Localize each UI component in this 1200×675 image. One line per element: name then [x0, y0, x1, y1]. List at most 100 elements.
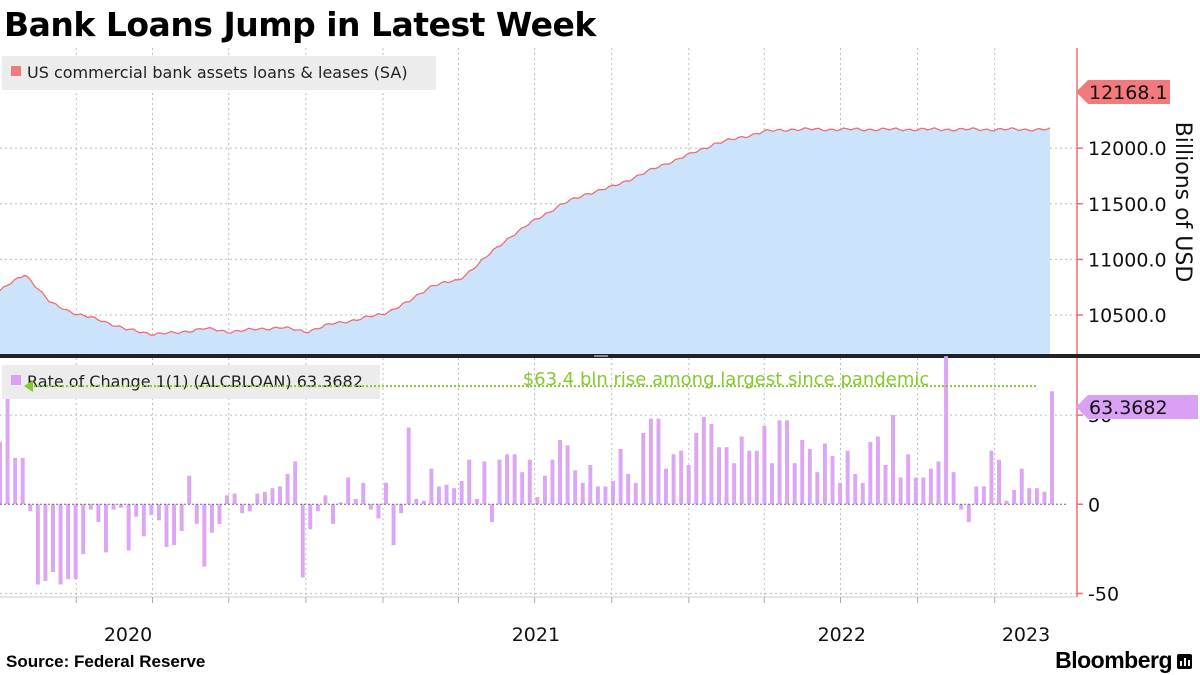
rate-bar — [346, 477, 351, 505]
rate-bar — [13, 457, 18, 505]
rate-bar — [437, 486, 441, 505]
rate-bar — [875, 436, 880, 505]
bottom-tick-label: 0 — [1088, 494, 1100, 516]
rate-bar — [399, 504, 404, 514]
top-legend-box — [2, 56, 436, 90]
rate-bar — [709, 423, 714, 505]
x-year-label: 2021 — [512, 624, 560, 646]
rate-bar — [845, 450, 850, 505]
rate-bar — [694, 432, 699, 505]
rate-bar — [966, 504, 971, 523]
rate-bar — [997, 459, 1001, 505]
rate-bar — [58, 504, 63, 585]
rate-bar — [28, 504, 33, 512]
rate-bar — [376, 504, 381, 519]
annotation-text: $63.4 bln rise among largest since pande… — [523, 369, 930, 390]
annotation: $63.4 bln rise among largest since pande… — [24, 369, 1037, 393]
rate-bar — [1034, 488, 1039, 505]
rate-bar — [959, 504, 964, 510]
rate-bar — [542, 475, 547, 505]
top-legend-swatch — [11, 66, 21, 76]
rate-bar — [717, 447, 721, 505]
rate-bar — [262, 491, 267, 505]
panel-divider-handle[interactable] — [594, 355, 608, 357]
bottom-legend: Rate of Change 1(1) (ALCBLOAN) 63.3682 — [2, 365, 380, 399]
rate-bar — [202, 504, 207, 567]
rate-bar — [66, 504, 71, 580]
rate-bar — [414, 498, 419, 505]
rate-bar — [595, 486, 600, 505]
rate-bar — [686, 465, 691, 505]
rate-bar — [43, 504, 48, 581]
rate-bar — [384, 482, 388, 505]
rate-bar — [103, 504, 108, 553]
rate-bar — [921, 477, 926, 505]
rate-bar — [497, 459, 502, 505]
rate-bar — [331, 504, 335, 524]
rate-bar — [240, 504, 245, 514]
rate-bar — [868, 441, 873, 505]
bottom-legend-box — [2, 365, 380, 399]
x-axis: 2020 2021 2022 2023 — [0, 596, 1078, 646]
bottom-last-value-badge: 63.3682 — [1076, 395, 1198, 419]
bottom-legend-swatch — [11, 375, 21, 385]
rate-of-change-bars — [0, 356, 1054, 585]
rate-bar — [474, 498, 479, 505]
top-tick-label: 11000.0 — [1088, 249, 1167, 271]
rate-bar — [913, 477, 918, 505]
rate-bar — [512, 454, 517, 505]
rate-bar — [232, 493, 237, 505]
rate-bar — [603, 486, 608, 505]
rate-bar — [671, 454, 676, 505]
rate-bar — [981, 486, 986, 505]
top-legend: US commercial bank assets loans & leases… — [2, 56, 436, 90]
rate-bar — [974, 486, 979, 505]
bottom-legend-label: Rate of Change 1(1) (ALCBLOAN) 63.3682 — [27, 372, 363, 391]
rate-bar — [247, 504, 252, 512]
rate-bar — [141, 504, 146, 537]
rate-bar — [209, 504, 214, 533]
rate-bar — [754, 450, 759, 505]
rate-bar — [255, 493, 260, 505]
page-title: Bank Loans Jump in Latest Week — [4, 5, 596, 44]
rate-bar — [1050, 391, 1054, 505]
rate-bar — [96, 504, 101, 523]
x-year-label: 2022 — [818, 624, 866, 646]
rate-bar — [815, 472, 820, 505]
source-note: Source: Federal Reserve — [6, 652, 206, 671]
rate-bar — [126, 504, 131, 551]
top-y-axis: 12000.0 11500.0 11000.0 10500.0 — [1076, 48, 1167, 354]
brand-name: Bloomberg — [1055, 646, 1172, 673]
rate-bar — [580, 482, 585, 505]
rate-bar — [278, 486, 282, 505]
rate-bar — [429, 468, 434, 505]
rate-bar — [573, 470, 578, 505]
rate-bar — [928, 468, 933, 505]
rate-bar — [770, 463, 774, 505]
rate-bar — [467, 459, 472, 505]
rate-bar — [989, 450, 994, 505]
rate-bar — [898, 477, 903, 505]
top-last-value-badge: 12168.1 — [1076, 80, 1170, 104]
rate-bar — [361, 482, 366, 505]
rate-bar — [88, 504, 93, 510]
rate-bar — [293, 461, 298, 505]
bottom-last-value-label: 63.3682 — [1089, 397, 1168, 419]
rate-bar — [179, 504, 184, 531]
top-panel: US commercial bank assets loans & leases… — [0, 48, 1195, 354]
rate-bar — [285, 473, 290, 505]
bottom-panel: Rate of Change 1(1) (ALCBLOAN) 63.3682 $… — [0, 356, 1198, 605]
rate-bar — [1027, 488, 1032, 505]
rate-bar — [883, 465, 888, 505]
rate-bar — [489, 504, 494, 523]
rate-bar — [679, 450, 684, 505]
rate-bar — [800, 440, 805, 505]
rate-bar — [1012, 489, 1017, 505]
rate-bar — [452, 488, 457, 505]
top-tick-label: 12000.0 — [1088, 138, 1167, 160]
top-y-axis-label: Billions of USD — [1170, 122, 1195, 283]
loans-area-fill — [0, 127, 1050, 354]
rate-bar — [119, 504, 124, 508]
rate-bar — [951, 472, 956, 505]
